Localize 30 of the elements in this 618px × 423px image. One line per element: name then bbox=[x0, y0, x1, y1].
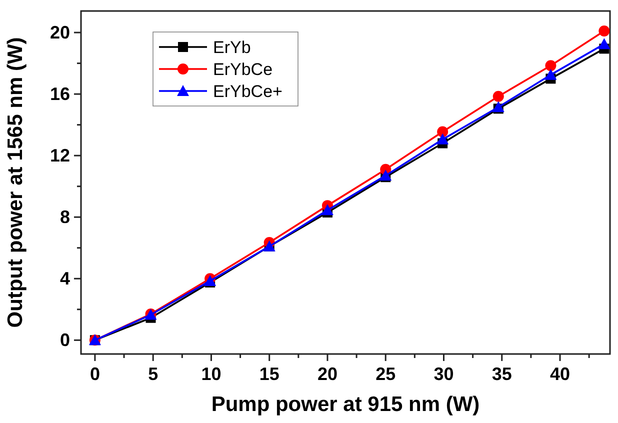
point bbox=[492, 101, 504, 112]
x-tick-label: 10 bbox=[201, 364, 222, 384]
y-tick-label: 0 bbox=[60, 330, 70, 350]
x-tick-label: 15 bbox=[259, 364, 280, 384]
y-tick-label: 8 bbox=[60, 207, 70, 228]
y-axis-title: Output power at 1565 nm (W) bbox=[4, 37, 27, 328]
y-tick-label: 4 bbox=[60, 268, 70, 289]
y-tick-label: 16 bbox=[50, 84, 70, 104]
point bbox=[598, 38, 610, 50]
x-tick-label: 30 bbox=[434, 364, 454, 384]
point bbox=[380, 170, 392, 181]
y-tick-label: 12 bbox=[50, 146, 70, 166]
point bbox=[544, 68, 557, 80]
point bbox=[321, 204, 334, 216]
point bbox=[492, 90, 504, 102]
x-axis-title: Pump power at 915 nm (W) bbox=[211, 393, 480, 416]
legend-label: ErYbCe bbox=[213, 60, 273, 79]
point bbox=[437, 126, 448, 138]
point bbox=[598, 25, 610, 36]
x-tick-label: 5 bbox=[148, 364, 158, 384]
point bbox=[436, 133, 449, 144]
y-tick-label: 20 bbox=[50, 22, 70, 43]
legend-label: ErYbCe+ bbox=[213, 82, 283, 101]
legend-label: ErYb bbox=[213, 38, 251, 57]
x-tick-label: 35 bbox=[492, 364, 512, 384]
x-tick-label: 20 bbox=[317, 364, 338, 384]
x-tick-label: 25 bbox=[376, 364, 396, 384]
x-tick-label: 40 bbox=[550, 364, 570, 384]
x-tick-label: 0 bbox=[90, 364, 100, 384]
point bbox=[545, 60, 556, 72]
